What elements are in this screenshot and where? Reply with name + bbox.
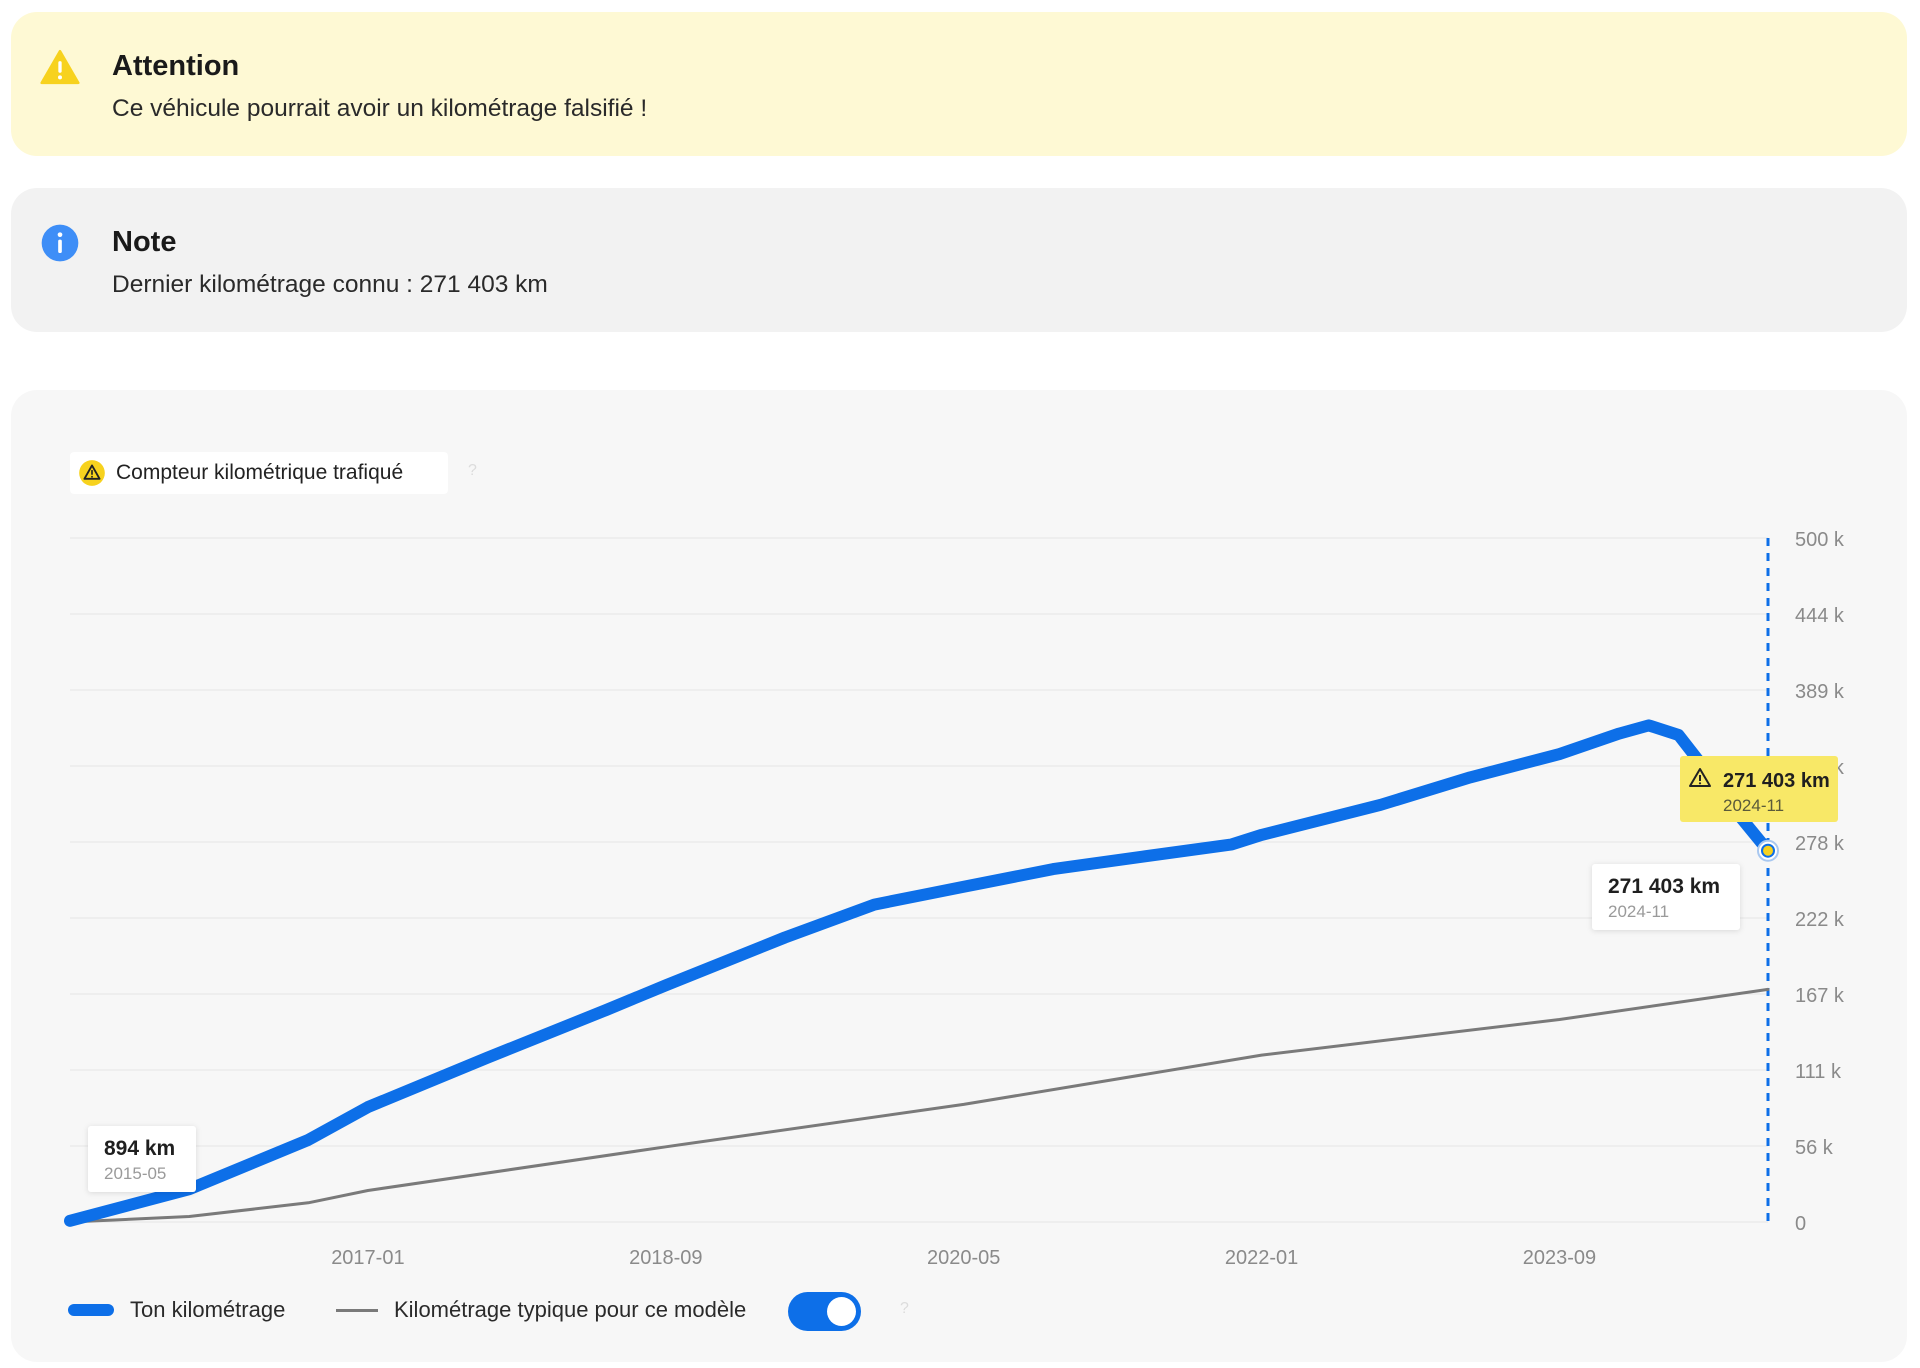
y-tick-label: 389 k — [1795, 681, 1845, 703]
odometer-tampered-badge: Compteur kilométrique trafiqué — [70, 452, 448, 494]
warning-triangle-icon — [1689, 768, 1711, 787]
x-tick-label: 2023-09 — [1523, 1247, 1596, 1269]
legend-typical-swatch — [336, 1308, 378, 1312]
warning-message: Ce véhicule pourrait avoir un kilométrag… — [112, 95, 648, 122]
badge-help-icon[interactable]: ? — [468, 462, 477, 479]
data-callout — [1592, 864, 1740, 930]
warning-callout-date: 2024-11 — [1723, 796, 1784, 815]
series-line-mine — [64, 719, 1774, 1227]
legend-mine-label: Ton kilométrage — [130, 1297, 286, 1322]
y-tick-label: 111 k — [1795, 1061, 1842, 1083]
typical-mileage-toggle[interactable] — [788, 1292, 861, 1331]
data-callout-date: 2024-11 — [1608, 902, 1669, 921]
y-tick-label: 0 — [1795, 1213, 1806, 1235]
note-alert: Note Dernier kilométrage connu : 271 403… — [11, 188, 1907, 332]
legend-typical-label: Kilométrage typique pour ce modèle — [394, 1297, 747, 1322]
toggle-knob — [827, 1297, 856, 1326]
x-tick-label: 2017-01 — [331, 1247, 404, 1269]
badge-label: Compteur kilométrique trafiqué — [116, 461, 404, 484]
note-message: Dernier kilométrage connu : 271 403 km — [112, 271, 548, 298]
warning-alert: Attention Ce véhicule pourrait avoir un … — [11, 12, 1907, 156]
legend-typical: Kilométrage typique pour ce modèle — [336, 1290, 746, 1330]
warning-title: Attention — [112, 50, 240, 82]
x-tick-label: 2022-01 — [1225, 1247, 1298, 1269]
warning-callout-value: 271 403 km — [1723, 770, 1830, 792]
y-tick-label: 167 k — [1795, 985, 1845, 1007]
warning-callout — [1680, 756, 1838, 822]
series-end-point-core — [1761, 843, 1775, 858]
legend-mine-swatch — [68, 1304, 114, 1316]
legend-mine: Ton kilométrage — [68, 1290, 285, 1330]
y-tick-label: 278 k — [1795, 833, 1845, 855]
note-title: Note — [112, 226, 177, 258]
y-tick-label: 500 k — [1795, 529, 1845, 551]
y-tick-label: 56 k — [1795, 1137, 1834, 1159]
warning-triangle-icon — [40, 49, 80, 85]
y-tick-label: 222 k — [1795, 909, 1845, 931]
toggle-help-icon[interactable]: ? — [900, 1300, 909, 1317]
data-callout-value: 271 403 km — [1608, 875, 1720, 898]
warning-triangle-icon — [79, 460, 105, 486]
info-icon — [41, 224, 79, 262]
y-tick-label: 444 k — [1795, 605, 1845, 627]
data-callout-value: 894 km — [104, 1137, 175, 1160]
data-callout-date: 2015-05 — [104, 1164, 166, 1183]
data-callout — [88, 1126, 196, 1192]
x-tick-label: 2020-05 — [927, 1247, 1000, 1269]
x-tick-label: 2018-09 — [629, 1247, 702, 1269]
series-line-typical — [68, 987, 1770, 1224]
